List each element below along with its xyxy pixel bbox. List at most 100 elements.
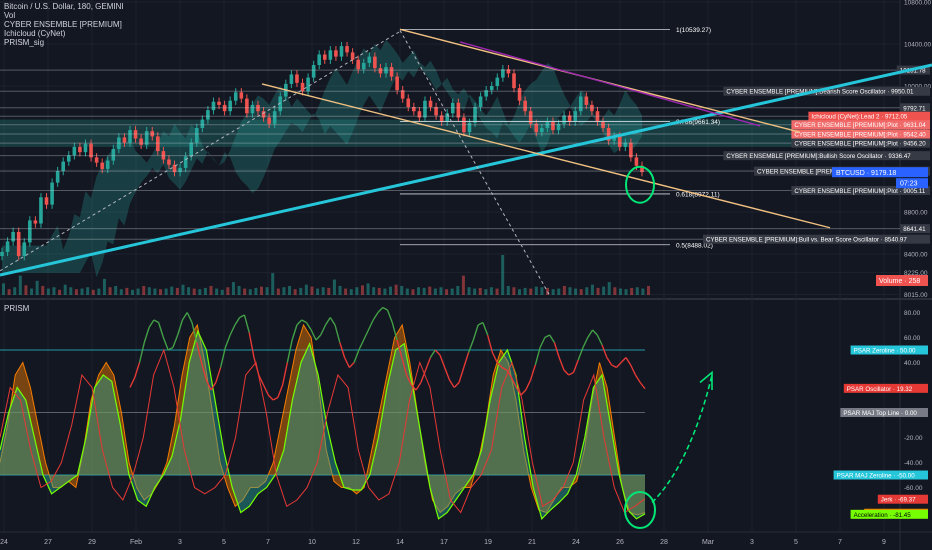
fib-level-label: 1(10539.27) — [676, 27, 711, 34]
psar-oscillator-segment — [620, 357, 627, 363]
volume-bar — [422, 287, 426, 295]
volume-bar — [114, 285, 118, 295]
candle-body — [206, 110, 210, 120]
candle-body — [261, 111, 266, 118]
prism-pane-title[interactable]: PRISM — [4, 304, 30, 313]
osc-label: Acceleration · -81.45 — [854, 512, 912, 519]
volume-bar — [501, 255, 505, 295]
level-label-bg — [900, 224, 930, 234]
candle-body — [467, 122, 472, 133]
volume-bar — [512, 287, 516, 295]
psar-oscillator-segment — [267, 394, 274, 401]
level-label-bg — [900, 103, 930, 113]
fib-level-label: 0.5(8488.02) — [676, 242, 713, 249]
candle-body — [89, 143, 93, 158]
psar-oscillator-segment — [258, 374, 265, 386]
volume-bar — [445, 289, 449, 295]
volume-bar — [142, 285, 146, 295]
indicator-ichicloud[interactable]: Ichicloud (CyNet) — [4, 29, 66, 38]
level-label: 10151.78 — [900, 68, 926, 75]
candle-body — [551, 121, 555, 131]
candle-body — [16, 231, 21, 257]
psar-oscillator-segment — [405, 374, 412, 386]
annotation-circle-price — [625, 165, 655, 204]
psar-oscillator-segment — [424, 357, 432, 371]
volume-bar — [30, 288, 34, 295]
countdown-label: 07:23 — [900, 181, 918, 188]
candle-body — [78, 146, 82, 153]
volume-bar — [484, 289, 488, 295]
volume-bar — [271, 273, 275, 295]
candle-body — [590, 104, 594, 112]
psar-oscillator-segment — [162, 337, 169, 351]
psar-oscillator-segment — [534, 347, 541, 366]
psar-oscillator-segment — [415, 382, 422, 391]
volume-bar — [489, 287, 493, 295]
candle-body — [634, 157, 639, 166]
volume-bar — [338, 285, 342, 295]
candle-body — [456, 102, 461, 118]
candle-body — [506, 69, 511, 74]
level-label: CYBER ENSEMBLE [PREMIUM]:Plot · 9456.20 — [794, 141, 926, 148]
candle-body — [117, 137, 121, 149]
candle-body — [194, 128, 199, 143]
volume-bar — [260, 286, 263, 295]
psar-oscillator-segment — [291, 324, 298, 341]
candle-body — [445, 113, 450, 122]
psar-oscillator-segment — [315, 334, 322, 341]
candle-body — [567, 115, 572, 122]
osc-label: PSAR MAJ Zeroline · -50.00 — [837, 473, 916, 480]
volume-bar — [276, 288, 280, 295]
x-tick-label: 24 — [572, 539, 580, 546]
psar-oscillator-segment — [444, 367, 451, 381]
volume-bar — [46, 288, 50, 295]
psar-oscillator-segment — [172, 334, 179, 348]
psar-oscillator-segment — [200, 362, 207, 381]
psar-oscillator-segment — [229, 324, 236, 336]
volume-bar — [102, 278, 106, 295]
psar-oscillator-segment — [539, 337, 546, 348]
psar-oscillator-segment — [167, 346, 174, 351]
psar-oscillator-segment — [343, 357, 350, 368]
momentum-line — [0, 323, 646, 516]
volume-bar — [175, 287, 179, 295]
psar-oscillator-segment — [181, 312, 188, 321]
psar-oscillator-segment — [248, 332, 255, 358]
psar-oscillator-segment — [191, 322, 198, 343]
x-tick-label: 10 — [308, 539, 316, 546]
psar-oscillator-segment — [496, 362, 503, 368]
psar-oscillator-segment — [525, 379, 532, 391]
psar-oscillator-segment — [157, 322, 165, 338]
candle-body — [278, 96, 283, 112]
x-tick-label: 27 — [44, 539, 52, 546]
x-tick-label: 5 — [222, 539, 226, 546]
volume-bar — [316, 288, 320, 295]
volume-bar — [35, 280, 39, 295]
level-label-bg — [791, 138, 930, 148]
osc-y-tick-label: -20.00 — [904, 435, 923, 442]
chart-legend: Bitcoin / U.S. Dollar, 180, GEMINI Vol C… — [4, 2, 124, 47]
candle-body — [167, 159, 171, 165]
psar-oscillator-segment — [138, 342, 145, 363]
level-label: CYBER ENSEMBLE [PREMIUM]:Bullish Score O… — [726, 153, 911, 160]
psar-oscillator-segment — [134, 362, 141, 378]
candle-body — [450, 102, 455, 114]
symbol-title[interactable]: Bitcoin / U.S. Dollar, 180, GEMINI — [4, 2, 124, 11]
x-tick-label: 28 — [660, 539, 668, 546]
candle-body — [83, 143, 88, 153]
indicator-vol[interactable]: Vol — [4, 11, 16, 20]
purple-trendline — [459, 41, 761, 127]
volume-bar — [310, 286, 314, 295]
candle-body — [345, 46, 349, 53]
psar-oscillator-segment — [601, 344, 608, 358]
indicator-prism[interactable]: PRISM_sig — [4, 38, 45, 47]
osc-label: Jerk · -69.37 — [881, 497, 916, 504]
volume-bar — [159, 289, 163, 295]
psar-oscillator-segment — [262, 384, 269, 396]
candle-body — [528, 111, 533, 124]
indicator-cyber-ensemble[interactable]: CYBER ENSEMBLE [PREMIUM] — [4, 20, 122, 29]
x-tick-label: 26 — [616, 539, 624, 546]
candle-body — [272, 111, 277, 124]
volume-bar — [74, 289, 78, 295]
